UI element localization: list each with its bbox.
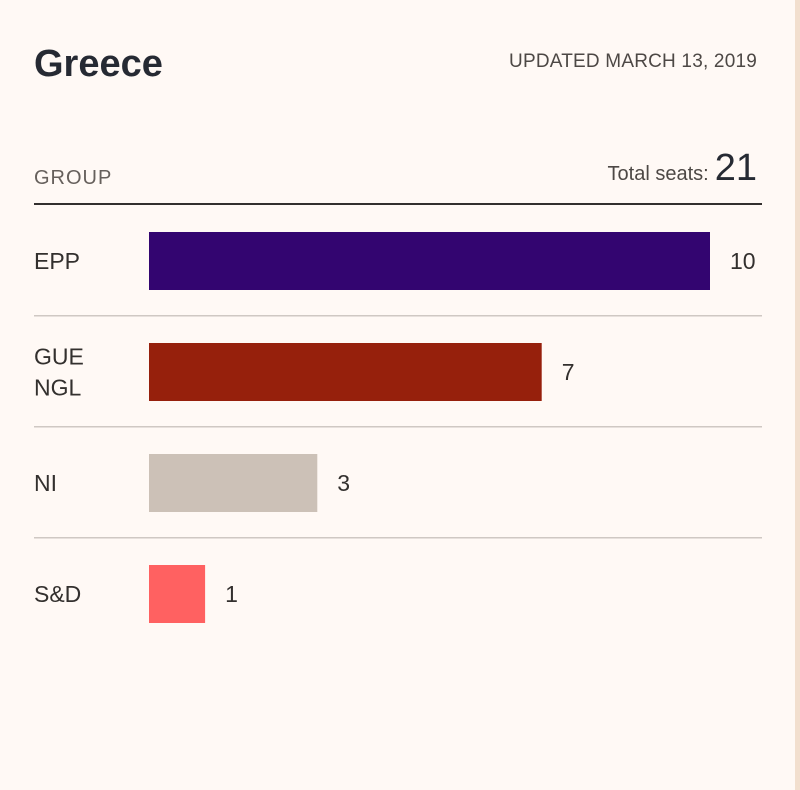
bar-row: EPP 10	[34, 232, 762, 317]
total-seats-value: 21	[714, 147, 757, 189]
row-divider	[34, 537, 762, 539]
bar	[149, 343, 542, 401]
category-label: NGL	[34, 375, 82, 401]
page-edge	[795, 0, 800, 790]
row-divider	[34, 426, 762, 428]
bar	[149, 232, 710, 290]
value-label: 10	[730, 248, 756, 274]
group-column-header: GROUP	[34, 167, 113, 189]
category-label: GUE	[34, 344, 84, 370]
bar-row: S&D 1	[34, 565, 238, 623]
value-label: 1	[225, 581, 238, 607]
bar	[149, 565, 206, 623]
category-label: S&D	[34, 581, 81, 607]
seats-bar-chart: EPP 10 GUE NGL 7 NI 3 S&D 1	[34, 232, 762, 623]
bar-row: NI 3	[34, 454, 762, 539]
category-label: NI	[34, 470, 57, 496]
row-divider	[34, 315, 762, 317]
value-label: 7	[562, 359, 575, 385]
bar-row: GUE NGL 7	[34, 343, 762, 428]
value-label: 3	[337, 470, 350, 496]
page-title: Greece	[34, 43, 163, 85]
total-seats-label: Total seats:	[607, 163, 709, 185]
bar	[149, 454, 318, 512]
updated-date: UPDATED MARCH 13, 2019	[509, 51, 757, 72]
header-divider	[34, 203, 762, 205]
total-seats: Total seats: 21	[608, 148, 757, 196]
category-label: EPP	[34, 248, 80, 274]
